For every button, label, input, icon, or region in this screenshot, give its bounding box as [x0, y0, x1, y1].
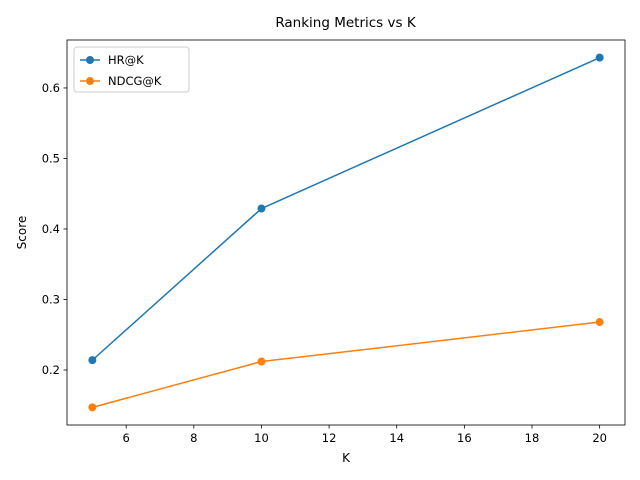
data-point-ndcg-k [595, 318, 604, 327]
legend-box [73, 46, 190, 93]
x-tick-label: 16 [457, 431, 472, 445]
x-tick-label: 10 [254, 431, 269, 445]
y-tick-label: 0.4 [42, 222, 60, 236]
series-line-ndcg-k [92, 321, 600, 409]
chart-title: Ranking Metrics vs K [275, 15, 417, 31]
plot-area: 6 8 10 12 14 16 18 20 0.2 0.3 0.4 0.5 0.6 [42, 39, 626, 445]
y-tick-label: 0.6 [42, 81, 60, 95]
series-layer [88, 53, 604, 412]
series-ndcg-k [88, 318, 604, 412]
y-tick-label: 0.2 [42, 363, 60, 377]
legend-label-hr-k: HR@K [108, 53, 144, 67]
x-tick-label: 12 [322, 431, 337, 445]
series-line-hr-k [91, 56, 600, 361]
data-point-ndcg-k [88, 403, 97, 412]
y-tick-label: 0.3 [42, 292, 60, 306]
legend: HR@K NDCG@K [73, 46, 190, 93]
legend-label-ndcg-k: NDCG@K [108, 74, 162, 88]
x-tick-label: 8 [190, 431, 197, 445]
y-axis-label: Score [15, 216, 29, 250]
legend-marker-ndcg-k [86, 77, 94, 85]
data-point-hr-k [595, 53, 604, 62]
plot-frame [66, 39, 626, 426]
legend-entry-hr-k: HR@K [80, 53, 144, 67]
series-hr-k [88, 53, 604, 365]
x-axis-label: K [342, 451, 351, 465]
y-tick-label: 0.5 [42, 151, 60, 165]
legend-entry-ndcg-k: NDCG@K [80, 74, 162, 88]
legend-marker-hr-k [86, 56, 94, 64]
x-tick-label: 6 [123, 431, 130, 445]
ticks-layer: 6 8 10 12 14 16 18 20 0.2 0.3 0.4 0.5 0.6 [42, 81, 607, 445]
x-tick-label: 20 [592, 431, 607, 445]
data-point-ndcg-k [257, 357, 266, 366]
x-tick-label: 18 [525, 431, 540, 445]
x-tick-label: 14 [389, 431, 404, 445]
data-point-hr-k [257, 204, 266, 213]
data-point-hr-k [88, 356, 97, 365]
